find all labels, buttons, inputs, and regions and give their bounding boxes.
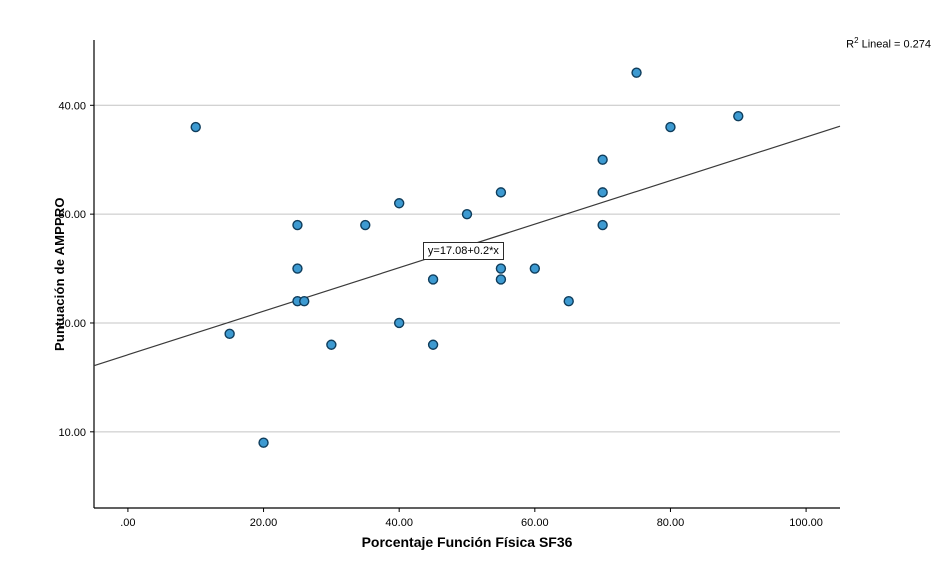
data-point [190,121,201,133]
x-tick-label: 80.00 [657,517,685,529]
data-point [292,263,303,274]
data-point [258,437,269,448]
data-point [393,317,405,329]
y-tick-label: 40.00 [58,100,86,112]
data-point [326,339,337,350]
data-point [292,219,303,231]
y-tick-label: 20.00 [58,318,86,330]
data-point [495,187,507,198]
data-point [495,263,507,274]
data-point [427,339,439,350]
data-point [495,274,507,285]
x-tick-label: 20.00 [250,517,278,529]
data-point [529,263,541,274]
x-tick-label: .00 [120,517,135,529]
data-point [631,67,642,78]
r2-superscript: 2 [854,36,859,45]
r2-prefix: R [846,38,855,51]
data-point [733,110,744,122]
r2-value-text: Lineal = 0.274 [858,38,931,51]
regression-equation-label: y=17.08+0.2*x [422,242,504,261]
data-point [393,198,405,209]
x-axis-title: Porcentaje Función Física SF36 [361,534,573,550]
data-point [597,187,608,198]
data-point [665,121,676,133]
y-axis-title: Puntuación de AMPPRO [52,197,67,351]
x-tick-label: 60.00 [521,517,549,529]
data-point [224,328,235,340]
r-squared-annotation: R2 Lineal = 0.274 [846,36,931,51]
data-point [563,296,574,307]
data-point [299,296,310,307]
data-point [461,208,473,220]
x-tick-label: 40.00 [385,517,413,529]
x-tick-label: 100.00 [789,517,823,529]
data-point [360,219,371,231]
y-tick-label: 30.00 [58,209,86,221]
data-point [427,274,439,285]
data-point [597,219,608,231]
data-point [597,154,608,165]
y-tick-label: 10.00 [58,427,86,439]
